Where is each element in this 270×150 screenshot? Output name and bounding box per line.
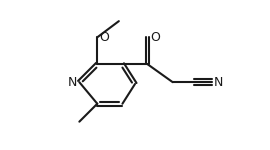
Text: O: O xyxy=(150,31,160,44)
Text: N: N xyxy=(214,76,223,89)
Text: N: N xyxy=(67,76,77,89)
Text: O: O xyxy=(99,31,109,44)
